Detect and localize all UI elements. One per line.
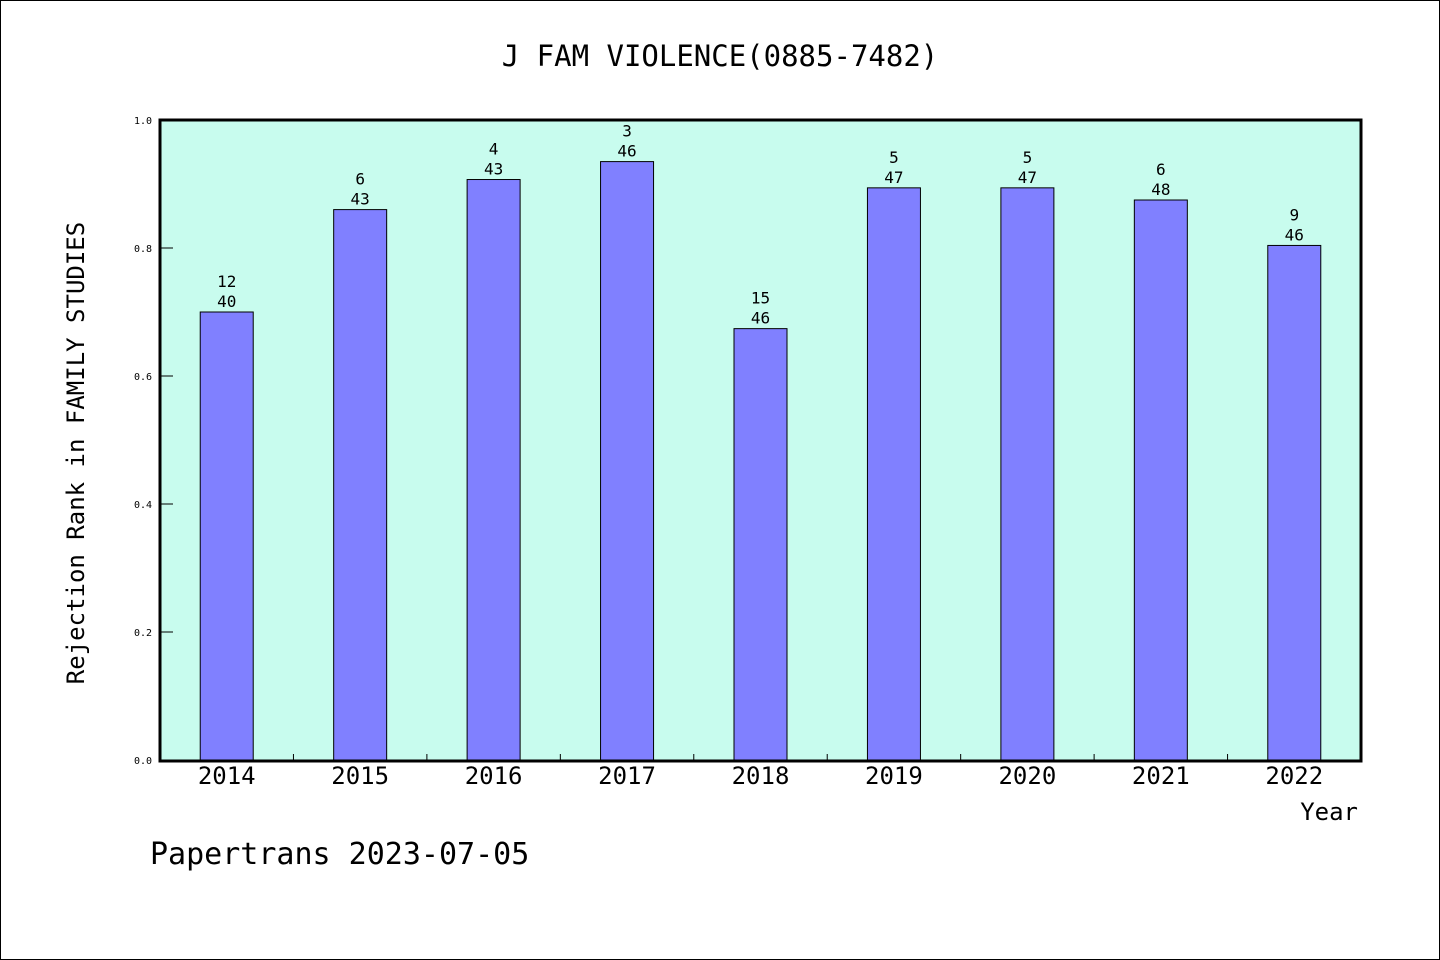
y-tick-label: 1.0 bbox=[134, 116, 152, 127]
y-tick-label: 0.0 bbox=[134, 756, 152, 767]
bar-2014 bbox=[199, 311, 254, 761]
x-tick-label: 2022 bbox=[1265, 762, 1323, 790]
x-tick-label: 2014 bbox=[198, 762, 256, 790]
bar-total-label: 47 bbox=[1018, 168, 1037, 187]
bar-total-label: 46 bbox=[751, 309, 770, 328]
bar-rank-label: 5 bbox=[889, 148, 899, 167]
bar-total-label: 43 bbox=[351, 190, 370, 209]
bar-2017 bbox=[600, 161, 655, 761]
plot-border bbox=[158, 118, 1363, 763]
bar-2018 bbox=[733, 328, 788, 761]
bar-total-label: 43 bbox=[484, 160, 503, 179]
bar-2019 bbox=[866, 187, 921, 761]
bar-rank-label: 4 bbox=[489, 140, 499, 159]
y-axis-label: Rejection Rank in FAMILY STUDIES bbox=[62, 222, 90, 684]
bar-rank-label: 6 bbox=[355, 170, 365, 189]
bar-2016 bbox=[466, 179, 521, 761]
bar-rank-label: 9 bbox=[1289, 205, 1299, 224]
bar-total-label: 40 bbox=[217, 292, 236, 311]
bar-rank-label: 3 bbox=[622, 122, 632, 141]
bar-2021 bbox=[1133, 199, 1188, 761]
bar-2022 bbox=[1267, 244, 1322, 761]
bar-rank-label: 12 bbox=[217, 272, 236, 291]
bar-rank-label: 15 bbox=[751, 289, 770, 308]
y-tick-label: 0.4 bbox=[134, 500, 152, 511]
bar-2015 bbox=[333, 209, 388, 761]
x-tick-label: 2021 bbox=[1132, 762, 1190, 790]
x-axis-label: Year bbox=[1300, 798, 1358, 826]
bar-total-label: 46 bbox=[617, 142, 636, 161]
x-tick-label: 2020 bbox=[998, 762, 1056, 790]
y-tick-label: 0.8 bbox=[134, 244, 152, 255]
x-tick-label: 2015 bbox=[331, 762, 389, 790]
x-tick-label: 2017 bbox=[598, 762, 656, 790]
y-tick-label: 0.2 bbox=[134, 628, 152, 639]
bar-rank-label: 6 bbox=[1156, 160, 1166, 179]
footer-text: Papertrans 2023-07-05 bbox=[150, 837, 529, 872]
chart-title: J FAM VIOLENCE(0885-7482) bbox=[502, 39, 939, 73]
y-tick-label: 0.6 bbox=[134, 372, 152, 383]
x-tick-label: 2019 bbox=[865, 762, 923, 790]
bar-rank-label: 5 bbox=[1023, 148, 1033, 167]
bar-total-label: 48 bbox=[1151, 180, 1170, 199]
bar-total-label: 46 bbox=[1285, 225, 1304, 244]
x-tick-label: 2016 bbox=[465, 762, 523, 790]
bar-2020 bbox=[1000, 187, 1055, 761]
bar-total-label: 47 bbox=[884, 168, 903, 187]
x-tick-label: 2018 bbox=[732, 762, 790, 790]
